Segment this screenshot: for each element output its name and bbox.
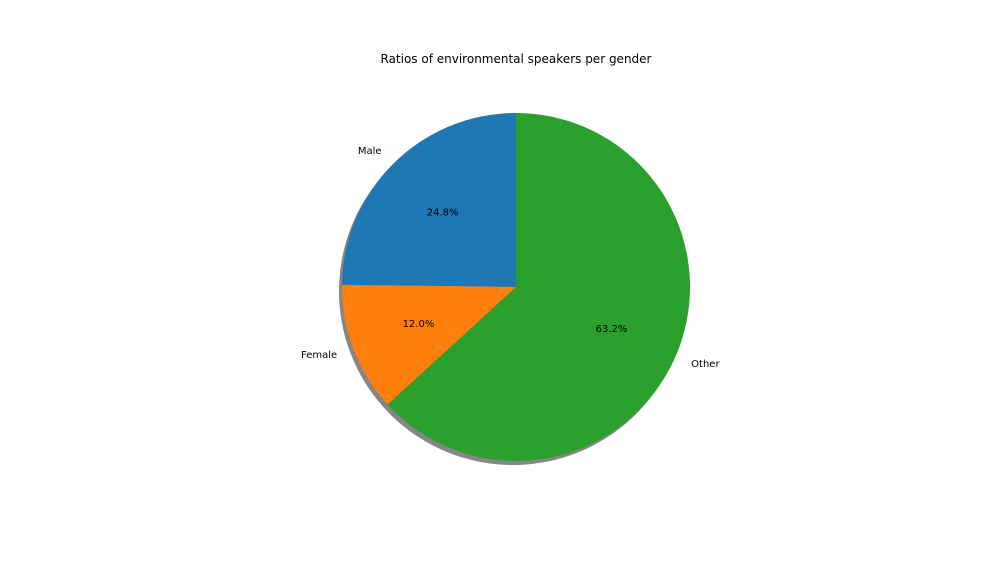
pie-slices	[342, 113, 690, 461]
slice-label-female: Female	[301, 350, 337, 361]
pct-label-other: 63.2%	[596, 324, 628, 335]
slice-label-other: Other	[691, 359, 720, 370]
pie-slice-male	[342, 113, 516, 287]
pct-label-male: 24.8%	[427, 208, 459, 219]
pie-labels: Male 24.8% Female 12.0% Other 63.2%	[301, 146, 720, 370]
slice-label-male: Male	[358, 146, 382, 157]
pie-slice-female	[342, 284, 516, 405]
pie-slice-other	[387, 113, 690, 461]
chart-title: Ratios of environmental speakers per gen…	[381, 52, 652, 66]
pct-label-female: 12.0%	[403, 319, 435, 330]
